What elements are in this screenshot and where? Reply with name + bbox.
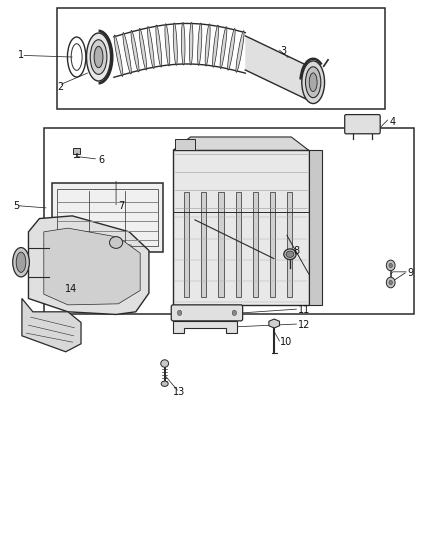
Ellipse shape — [161, 381, 168, 386]
Circle shape — [389, 280, 392, 285]
Polygon shape — [245, 36, 307, 99]
Ellipse shape — [156, 25, 162, 67]
Circle shape — [232, 310, 237, 316]
Bar — [57, 8, 385, 109]
Ellipse shape — [205, 24, 210, 66]
Ellipse shape — [220, 27, 227, 69]
Polygon shape — [28, 216, 149, 314]
Circle shape — [386, 277, 395, 288]
FancyBboxPatch shape — [171, 305, 243, 321]
Bar — [73, 148, 80, 154]
Text: 14: 14 — [65, 284, 77, 294]
Text: 2: 2 — [57, 83, 63, 92]
Ellipse shape — [173, 23, 177, 66]
Bar — [57, 189, 158, 246]
Text: 11: 11 — [298, 305, 310, 315]
Bar — [44, 128, 414, 314]
Bar — [184, 192, 189, 297]
Ellipse shape — [131, 30, 139, 72]
Bar — [270, 192, 275, 297]
Ellipse shape — [123, 33, 131, 74]
Ellipse shape — [198, 23, 202, 66]
Ellipse shape — [110, 237, 123, 248]
Text: 12: 12 — [298, 320, 310, 330]
Ellipse shape — [305, 67, 321, 98]
Bar — [52, 183, 163, 252]
Ellipse shape — [228, 28, 235, 70]
Ellipse shape — [181, 22, 185, 65]
Text: 3: 3 — [280, 46, 286, 55]
Bar — [287, 192, 293, 297]
Text: 4: 4 — [390, 117, 396, 126]
Polygon shape — [173, 321, 237, 333]
Ellipse shape — [94, 46, 103, 68]
Text: 9: 9 — [407, 268, 413, 278]
Ellipse shape — [90, 40, 107, 74]
Bar — [236, 192, 241, 297]
Ellipse shape — [13, 247, 29, 277]
Ellipse shape — [161, 360, 169, 367]
Polygon shape — [309, 150, 322, 305]
Ellipse shape — [86, 33, 110, 81]
Text: 6: 6 — [99, 155, 105, 165]
Ellipse shape — [284, 249, 296, 260]
Text: 7: 7 — [118, 201, 124, 211]
Ellipse shape — [212, 25, 219, 67]
Text: 13: 13 — [173, 387, 185, 397]
Polygon shape — [22, 298, 81, 352]
Ellipse shape — [189, 22, 193, 65]
Circle shape — [389, 263, 392, 268]
Text: 1: 1 — [18, 51, 24, 60]
Bar — [253, 192, 258, 297]
Ellipse shape — [165, 23, 170, 66]
Bar — [175, 139, 195, 150]
Bar — [173, 150, 309, 305]
Ellipse shape — [309, 73, 317, 92]
Ellipse shape — [16, 252, 26, 272]
Polygon shape — [173, 137, 309, 150]
Ellipse shape — [286, 251, 294, 257]
Bar — [201, 192, 206, 297]
Ellipse shape — [302, 61, 325, 103]
Circle shape — [177, 310, 182, 316]
Text: 10: 10 — [280, 337, 293, 347]
Bar — [219, 192, 224, 297]
Ellipse shape — [139, 28, 147, 70]
Polygon shape — [269, 319, 279, 328]
Text: 8: 8 — [293, 246, 300, 256]
Polygon shape — [44, 228, 140, 305]
Ellipse shape — [148, 27, 154, 69]
FancyBboxPatch shape — [345, 115, 380, 134]
Text: 5: 5 — [13, 201, 19, 211]
Ellipse shape — [236, 31, 244, 72]
Ellipse shape — [114, 35, 123, 76]
Circle shape — [386, 260, 395, 271]
